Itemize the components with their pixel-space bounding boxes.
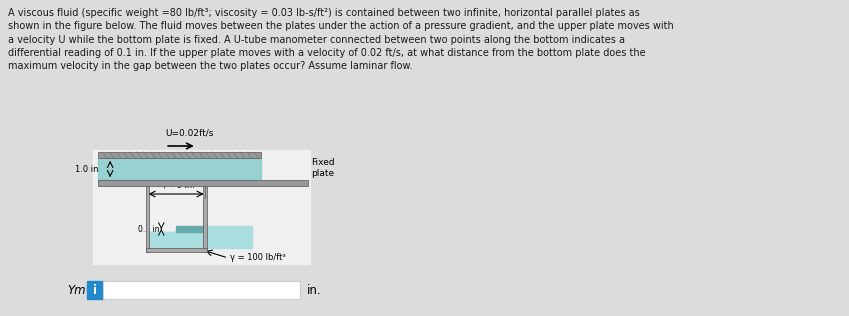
- Bar: [149, 232, 199, 248]
- Bar: [93, 150, 310, 264]
- Text: γ = 100 lb/ft³: γ = 100 lb/ft³: [230, 253, 286, 263]
- Text: U=0.02ft/s: U=0.02ft/s: [166, 128, 214, 137]
- Bar: [104, 281, 300, 299]
- Text: 0.1 in: 0.1 in: [138, 224, 160, 234]
- Bar: [98, 180, 308, 186]
- Bar: [145, 248, 206, 252]
- Bar: [149, 232, 203, 248]
- Bar: [98, 158, 261, 180]
- Text: i: i: [93, 283, 98, 296]
- Bar: [203, 226, 252, 248]
- Bar: [176, 226, 203, 232]
- Text: ←/→ 6 in.: ←/→ 6 in.: [157, 180, 195, 189]
- Bar: [145, 186, 149, 252]
- Bar: [203, 186, 206, 252]
- Text: Fixed
plate: Fixed plate: [311, 158, 335, 178]
- Bar: [98, 152, 261, 158]
- Text: A viscous fluid (specific weight =80 lb/ft³; viscosity = 0.03 lb-s/ft²) is conta: A viscous fluid (specific weight =80 lb/…: [8, 8, 673, 71]
- Bar: [87, 281, 104, 299]
- Text: in.: in.: [306, 283, 322, 296]
- Text: Ym=: Ym=: [67, 283, 95, 296]
- Text: 1.0 in: 1.0 in: [75, 165, 98, 173]
